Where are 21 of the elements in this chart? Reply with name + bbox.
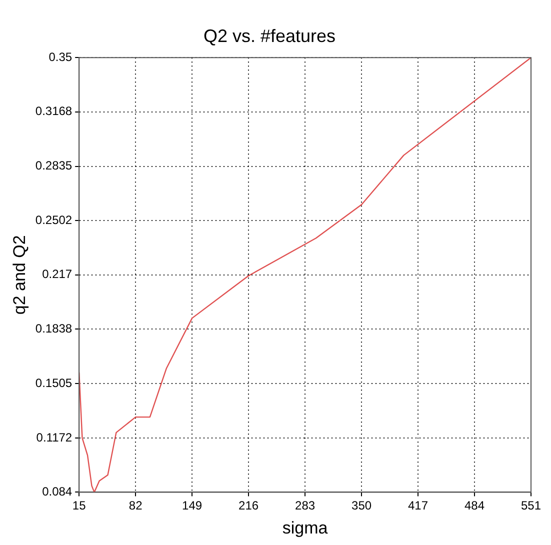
- y-tick-label: 0.084: [42, 484, 72, 499]
- x-axis-title: sigma: [282, 518, 328, 538]
- x-tick-label: 283: [295, 498, 316, 513]
- x-tick-label: 350: [352, 498, 372, 513]
- y-tick-label: 0.1172: [36, 430, 72, 444]
- y-tick-label: 0.35: [48, 50, 72, 64]
- y-tick-label: 0.217: [42, 267, 72, 282]
- chart-title: Q2 vs. #features: [203, 26, 336, 46]
- y-axis-title: q2 and Q2: [10, 235, 29, 315]
- x-tick-label: 149: [182, 498, 202, 513]
- x-tick-label: 82: [128, 498, 143, 513]
- x-tick-label: 15: [72, 498, 86, 513]
- y-tick-label: 0.2835: [35, 158, 72, 173]
- x-tick-label: 551: [520, 498, 542, 513]
- y-tick-label: 0.1838: [35, 321, 72, 336]
- y-tick-label: 0.1505: [35, 376, 72, 390]
- x-tick-label: 417: [408, 498, 428, 513]
- x-tick-label: 484: [464, 498, 485, 513]
- y-tick-label: 0.2502: [35, 212, 72, 227]
- y-tick-label: 0.3168: [35, 104, 72, 118]
- x-tick-label: 216: [238, 498, 259, 513]
